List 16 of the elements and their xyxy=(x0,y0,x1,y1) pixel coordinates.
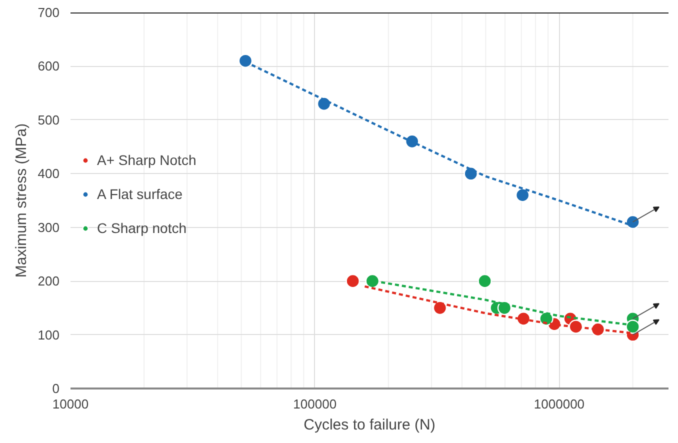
x-axis-title: Cycles to failure (N) xyxy=(304,416,436,434)
y-tick-label: 300 xyxy=(38,220,60,235)
legend-label: A+ Sharp Notch xyxy=(97,152,196,168)
legend-label: A Flat surface xyxy=(97,186,183,202)
legend-label: C Sharp notch xyxy=(97,220,186,236)
y-tick-label: 600 xyxy=(38,58,60,74)
y-axis-title: Maximum stress (MPa) xyxy=(12,123,30,278)
x-tick-label: 10000 xyxy=(52,396,89,412)
y-tick-label: 400 xyxy=(38,166,60,182)
y-tick-label: 700 xyxy=(38,5,60,20)
y-tick-label: 200 xyxy=(38,274,60,289)
y-tick-label: 100 xyxy=(38,327,60,342)
x-tick-label: 1000000 xyxy=(534,396,585,412)
y-tick-label: 500 xyxy=(38,112,60,128)
x-tick-label: 100000 xyxy=(293,396,337,412)
y-tick-label: 0 xyxy=(52,381,60,396)
